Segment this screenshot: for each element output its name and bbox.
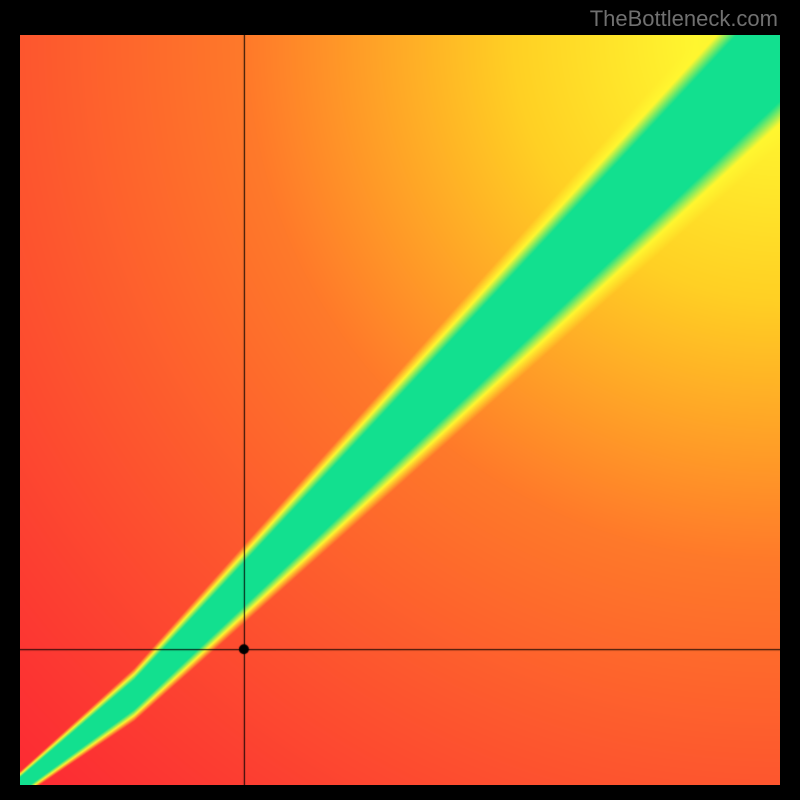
watermark-text: TheBottleneck.com (590, 6, 778, 32)
heatmap-canvas (20, 35, 780, 785)
bottleneck-heatmap (20, 35, 780, 785)
